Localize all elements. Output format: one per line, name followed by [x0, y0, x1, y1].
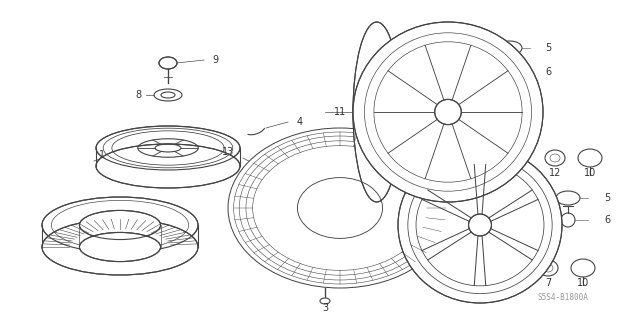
Ellipse shape — [42, 197, 198, 253]
Text: 7: 7 — [545, 278, 551, 288]
Text: 9: 9 — [212, 55, 218, 65]
Ellipse shape — [159, 57, 177, 69]
Ellipse shape — [42, 219, 198, 275]
Ellipse shape — [96, 126, 240, 170]
Text: 5: 5 — [604, 193, 610, 203]
Ellipse shape — [79, 232, 161, 261]
Ellipse shape — [320, 298, 330, 304]
Text: 12: 12 — [549, 168, 561, 178]
Text: 3: 3 — [322, 303, 328, 313]
Text: S5S4-B1800A: S5S4-B1800A — [538, 293, 589, 302]
Text: 6: 6 — [604, 215, 610, 225]
Text: 5: 5 — [545, 43, 551, 53]
Text: 2: 2 — [472, 158, 478, 168]
Text: 10: 10 — [584, 168, 596, 178]
Ellipse shape — [353, 22, 401, 202]
Text: 8: 8 — [135, 90, 141, 100]
Text: 4: 4 — [297, 117, 303, 127]
Text: 6: 6 — [545, 67, 551, 77]
Text: 1: 1 — [99, 150, 105, 160]
Text: 13: 13 — [222, 147, 234, 157]
Text: 10: 10 — [577, 278, 589, 288]
Ellipse shape — [96, 144, 240, 188]
Ellipse shape — [79, 211, 161, 240]
Text: 11: 11 — [334, 107, 346, 117]
Ellipse shape — [435, 100, 461, 124]
Ellipse shape — [228, 128, 452, 288]
Ellipse shape — [468, 214, 492, 236]
Ellipse shape — [353, 22, 543, 202]
Ellipse shape — [398, 147, 562, 303]
